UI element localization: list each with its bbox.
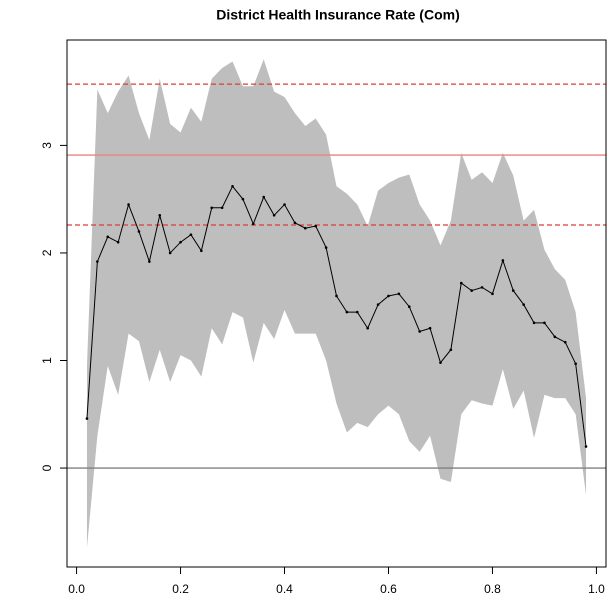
x-tick-label: 0.0 xyxy=(68,582,85,596)
point xyxy=(283,203,286,206)
point xyxy=(470,289,473,292)
point xyxy=(116,240,120,244)
point xyxy=(168,251,172,255)
point xyxy=(532,321,536,325)
point xyxy=(158,214,162,217)
point xyxy=(563,340,567,344)
x-tick-label: 0.8 xyxy=(484,582,501,596)
point xyxy=(522,303,525,306)
point xyxy=(428,326,432,330)
point xyxy=(272,214,276,217)
x-tick-label: 1.0 xyxy=(588,582,605,596)
point xyxy=(262,195,266,199)
point xyxy=(324,246,328,249)
point xyxy=(210,206,214,210)
point xyxy=(220,206,224,210)
confidence-band xyxy=(86,59,587,548)
point xyxy=(439,361,442,364)
point xyxy=(293,221,297,225)
point xyxy=(127,203,130,206)
point xyxy=(501,259,505,262)
point xyxy=(491,292,494,296)
point xyxy=(553,335,557,339)
point xyxy=(397,292,401,296)
y-tick-label: 2 xyxy=(40,249,54,256)
point xyxy=(366,326,369,330)
point xyxy=(137,230,141,233)
point xyxy=(418,330,421,333)
point xyxy=(543,321,546,325)
point xyxy=(106,235,110,239)
point xyxy=(355,310,359,314)
point xyxy=(511,289,515,292)
point xyxy=(241,197,245,201)
point xyxy=(345,310,349,314)
point xyxy=(252,222,255,226)
point xyxy=(480,286,484,289)
x-tick-label: 0.2 xyxy=(172,582,189,596)
point xyxy=(85,417,89,420)
point xyxy=(189,233,193,236)
point xyxy=(449,348,453,352)
point xyxy=(584,445,588,448)
x-tick-label: 0.6 xyxy=(380,582,397,596)
y-tick-label: 0 xyxy=(40,464,54,471)
point xyxy=(376,303,380,306)
point xyxy=(387,294,390,298)
point xyxy=(304,226,307,230)
point xyxy=(407,305,411,309)
chart-title: District Health Insurance Rate (Com) xyxy=(216,7,460,23)
y-tick-label: 1 xyxy=(40,357,54,364)
point xyxy=(200,249,203,253)
y-tick-label: 3 xyxy=(40,142,54,149)
point xyxy=(574,362,577,366)
point xyxy=(335,294,338,298)
point xyxy=(96,260,99,263)
x-tick-label: 0.4 xyxy=(276,582,293,596)
plot-frame xyxy=(66,39,607,568)
point xyxy=(314,224,318,228)
point xyxy=(179,240,182,244)
point xyxy=(231,184,234,188)
point xyxy=(459,281,463,285)
point xyxy=(148,260,151,263)
